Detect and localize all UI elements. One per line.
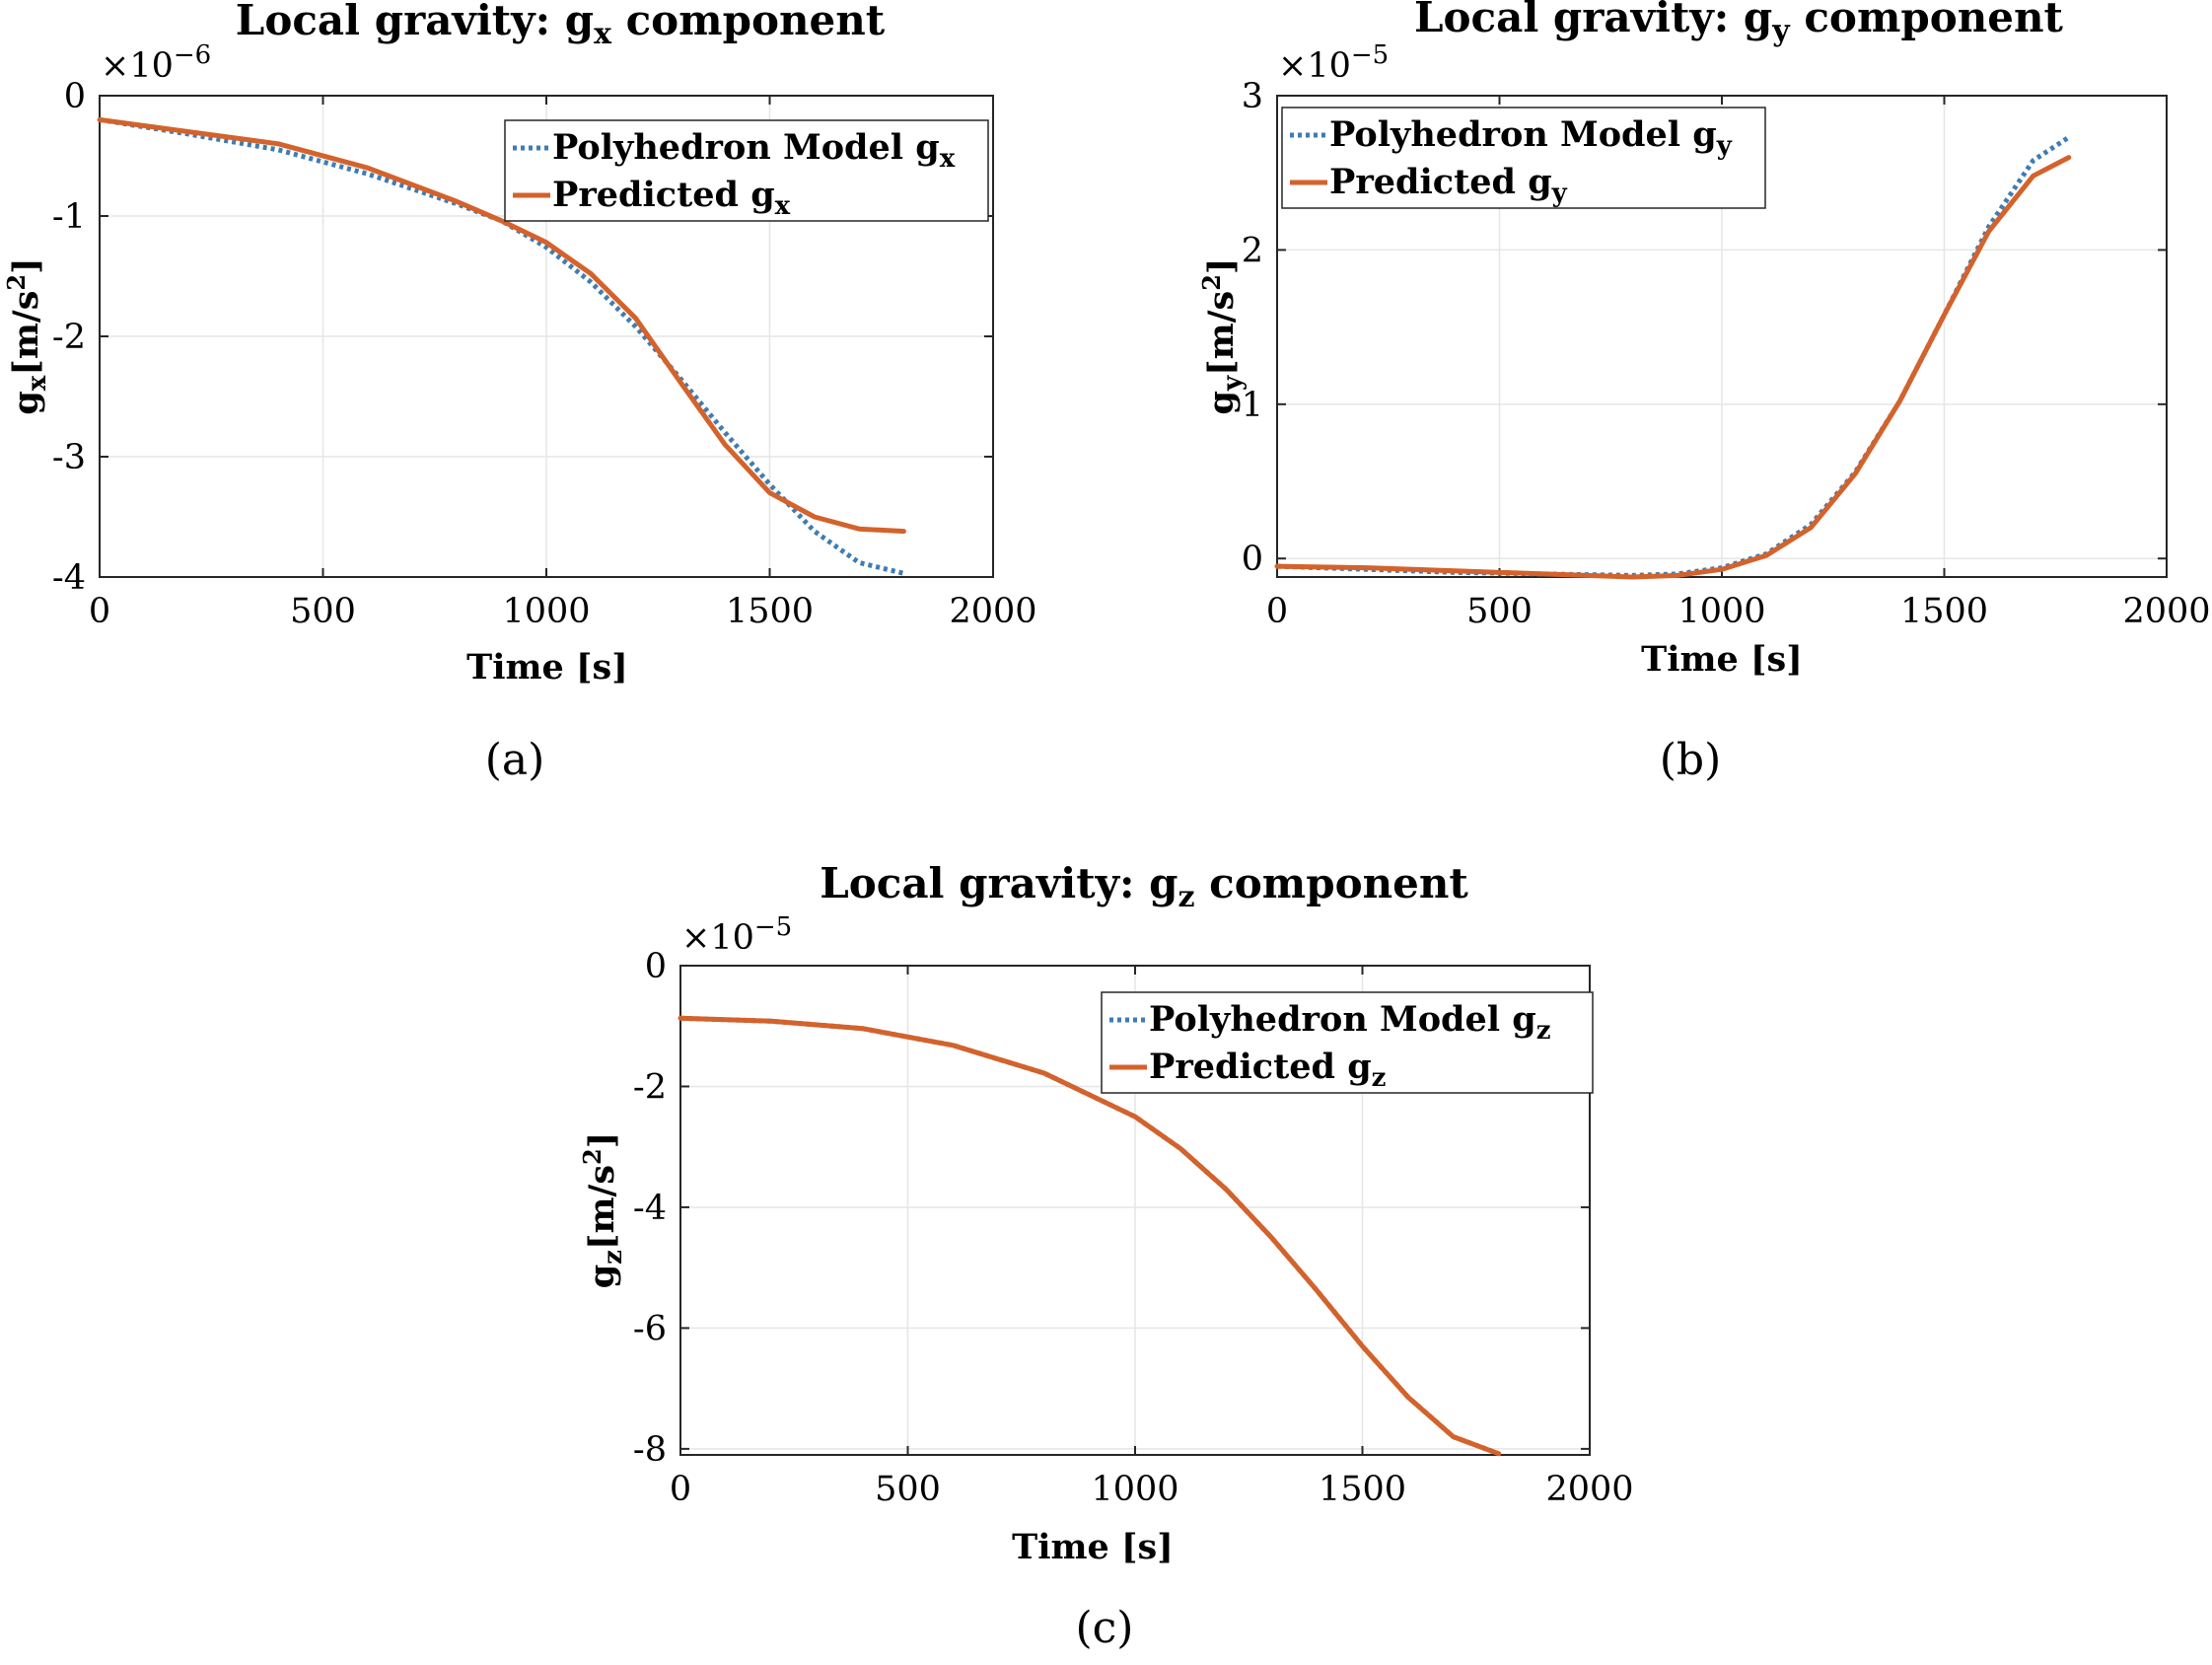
predicted-series-line: [97, 116, 906, 535]
axis-exponent: ×10−5: [1278, 40, 1389, 86]
axis-exponent: ×10−5: [681, 912, 792, 958]
chart-title: Local gravity: gz component: [820, 859, 1468, 914]
y-tick-label: -6: [633, 1309, 667, 1348]
x-tick-label: 0: [1266, 592, 1288, 631]
y-tick-label: 3: [1242, 77, 1263, 116]
y-tick-label: -8: [633, 1430, 667, 1470]
x-tick-label: 1500: [726, 592, 814, 631]
x-tick-label: 1000: [1091, 1470, 1178, 1509]
legend-entry: Predicted gy: [1329, 162, 1568, 208]
panel-caption: (a): [485, 735, 545, 785]
y-tick-label: 0: [1242, 540, 1263, 579]
chart-panel-3: 0 500 1000 1500 2000 -8 -6 -4 -2 0 ×10−5 Local grav…: [578, 859, 1634, 1653]
legend-box: [504, 119, 989, 222]
predicted-series-line: [678, 1015, 1502, 1457]
x-tick-label: 1500: [1319, 1470, 1406, 1509]
y-tick-label: -3: [52, 438, 86, 477]
y-tick-label: 0: [64, 77, 86, 116]
panel-caption: (b): [1660, 735, 1722, 785]
y-tick-label: -4: [52, 558, 86, 598]
x-tick-label: 1500: [1900, 592, 1988, 631]
y-tick-label: -2: [633, 1067, 667, 1107]
legend-entry: Polyhedron Model gz: [1149, 999, 1551, 1046]
axis-exponent: ×10−6: [101, 40, 211, 86]
polyhedron-series-line: [99, 116, 904, 576]
x-tick-label: 500: [290, 592, 356, 631]
y-tick-label: -1: [52, 197, 86, 237]
chart-panel-1: 0 500 1000 1500 2000 -4 -3 -2 -1 0 ×10−6 Local grav…: [2, 0, 1037, 785]
predicted-series-line: [1274, 155, 2072, 580]
y-axis-label: gz[m/s2]: [578, 1132, 628, 1289]
chart-title: Local gravity: gy component: [1414, 0, 2064, 48]
x-axis-label: Time [s]: [1012, 1527, 1174, 1567]
chart-title: Local gravity: gx component: [236, 0, 886, 51]
x-tick-label: 2000: [949, 592, 1036, 631]
x-tick-label: 2000: [1545, 1470, 1633, 1509]
y-tick-label: 1: [1242, 386, 1263, 425]
legend-entry: Polyhedron Model gx: [552, 127, 956, 174]
y-tick-label: 0: [645, 947, 667, 986]
y-axis-label: gx[m/s2]: [2, 257, 52, 414]
y-axis-label: gy[m/s2]: [1197, 258, 1248, 415]
legend-entry: Predicted gz: [1149, 1047, 1386, 1093]
x-tick-label: 0: [89, 592, 110, 631]
chart-panel-2: 0 500 1000 1500 2000 0 1 2 3 ×10−5 Local gravity: …: [1197, 0, 2211, 785]
x-tick-label: 500: [875, 1470, 941, 1509]
legend-entry: Predicted gx: [552, 175, 791, 221]
x-tick-label: 2000: [2122, 592, 2210, 631]
legend-box: [1101, 991, 1594, 1094]
legend-box: [1281, 107, 1766, 209]
x-axis-label: Time [s]: [1641, 639, 1803, 680]
x-tick-label: 1000: [502, 592, 590, 631]
panel-caption: (c): [1076, 1603, 1134, 1653]
x-tick-label: 1000: [1677, 592, 1765, 631]
y-tick-label: -2: [52, 318, 86, 357]
x-axis-label: Time [s]: [466, 647, 628, 688]
x-tick-label: 0: [670, 1470, 691, 1509]
legend-entry: Polyhedron Model gy: [1329, 114, 1733, 161]
y-tick-label: 2: [1242, 231, 1263, 270]
x-tick-label: 500: [1466, 592, 1533, 631]
y-tick-label: -4: [633, 1189, 667, 1228]
